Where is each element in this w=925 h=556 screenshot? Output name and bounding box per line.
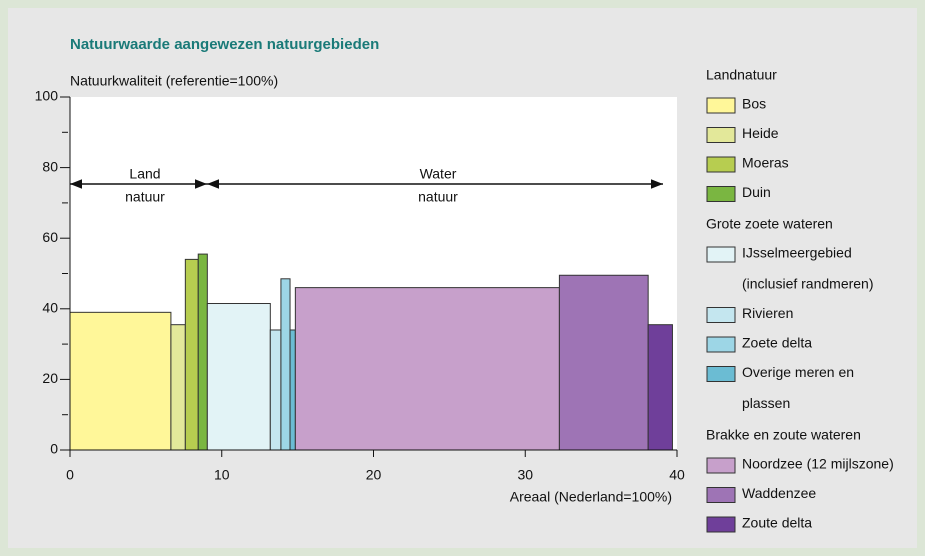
bar <box>558 274 649 451</box>
legend-swatch <box>706 246 736 263</box>
y-tick-label: 100 <box>35 88 59 104</box>
legend-swatch <box>706 156 736 173</box>
bar <box>170 324 186 451</box>
bar <box>269 329 282 451</box>
bar <box>184 258 199 451</box>
x-tick-label: 30 <box>517 467 533 483</box>
y-tick-label: 60 <box>42 229 58 245</box>
y-axis-label: Natuurkwaliteit (referentie=100%) <box>70 73 278 89</box>
legend-label: Noordzee (12 mijlszone) <box>742 456 894 472</box>
legend-swatch <box>706 487 736 503</box>
legend-label: Zoete delta <box>742 335 812 351</box>
legend-swatch <box>706 127 736 143</box>
bar <box>280 278 291 451</box>
legend-group-title: Brakke en zoute wateren <box>706 427 861 443</box>
y-tick-label: 20 <box>42 370 58 386</box>
bar <box>69 311 172 451</box>
y-tick-label: 0 <box>50 441 58 457</box>
legend-group-title: Landnatuur <box>706 67 777 83</box>
bar <box>289 329 296 451</box>
legend-label: Bos <box>742 96 766 112</box>
bar <box>197 253 208 451</box>
legend-group-title: Grote zoete wateren <box>706 216 833 232</box>
y-tick-label: 80 <box>42 158 58 174</box>
y-tick-label: 40 <box>42 300 58 316</box>
legend-swatch <box>706 336 736 353</box>
legend-label: Moeras <box>742 155 789 171</box>
legend-swatch <box>706 97 736 114</box>
legend-swatch <box>706 186 736 202</box>
legend-label: Waddenzee <box>742 485 816 501</box>
annotation: natuur <box>418 189 458 205</box>
legend-label: Heide <box>742 125 779 141</box>
legend-swatch <box>706 516 736 533</box>
annotation: natuur <box>125 189 165 205</box>
x-tick-label: 20 <box>366 467 382 483</box>
legend-label: IJsselmeergebied <box>742 245 852 261</box>
legend-swatch <box>706 457 736 474</box>
x-tick-label: 10 <box>214 467 230 483</box>
legend-label: plassen <box>742 395 790 411</box>
x-tick-label: 40 <box>669 467 685 483</box>
x-axis-label: Areaal (Nederland=100%) <box>510 489 672 505</box>
annotation: Water <box>420 166 457 182</box>
legend-label: (inclusief randmeren) <box>742 276 874 292</box>
legend-label: Rivieren <box>742 305 793 321</box>
bar <box>294 287 560 451</box>
legend-swatch <box>706 307 736 323</box>
legend-label: Overige meren en <box>742 364 854 380</box>
chart-title: Natuurwaarde aangewezen natuurgebieden <box>70 36 379 53</box>
legend-label: Zoute delta <box>742 515 812 531</box>
legend-swatch <box>706 366 736 382</box>
bar <box>206 303 271 451</box>
legend-label: Duin <box>742 184 771 200</box>
x-tick-label: 0 <box>66 467 74 483</box>
annotation: Land <box>129 166 160 182</box>
bar <box>647 324 673 451</box>
